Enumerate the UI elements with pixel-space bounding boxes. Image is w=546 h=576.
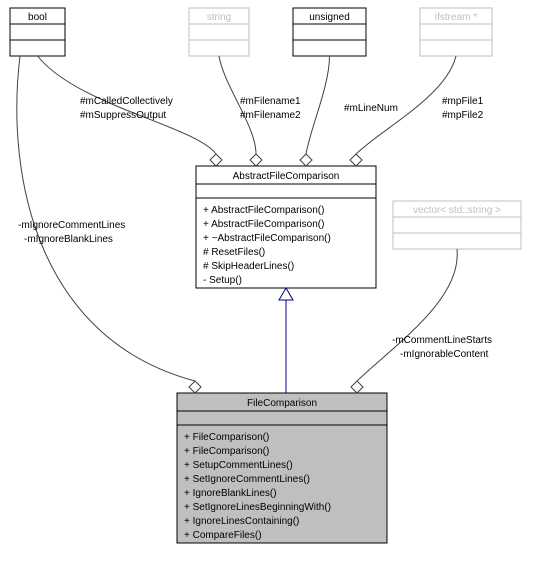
abstract-box-method: # ResetFiles()	[203, 247, 265, 258]
ifstream-box-title: ifstream *	[435, 12, 477, 23]
label: #mFilename1	[240, 96, 301, 107]
aggregation-diamond	[300, 154, 312, 166]
unsigned-box-title: unsigned	[309, 12, 350, 23]
aggregation-diamond	[351, 381, 363, 393]
label: -mIgnoreBlankLines	[24, 234, 113, 245]
label: #mCalledCollectively	[80, 96, 173, 107]
filecomp-box-method: + IgnoreLinesContaining()	[184, 516, 299, 527]
filecomp-box-method: + FileComparison()	[184, 446, 269, 457]
label: #mpFile1	[442, 96, 484, 107]
aggregation-diamond	[250, 154, 262, 166]
abstract-box-method: + AbstractFileComparison()	[203, 205, 324, 216]
edge-unsigned-abstract	[306, 56, 330, 154]
label: #mSuppressOutput	[80, 110, 166, 121]
label: -mIgnoreCommentLines	[18, 220, 125, 231]
filecomp-box-method: + IgnoreBlankLines()	[184, 488, 277, 499]
filecomp-box-method: + SetupCommentLines()	[184, 460, 293, 471]
label: -mCommentLineStarts	[392, 335, 492, 346]
label: #mLineNum	[344, 103, 398, 114]
vector-box-title: vector< std::string >	[413, 205, 501, 216]
abstract-box-method: # SkipHeaderLines()	[203, 261, 294, 272]
label: #mpFile2	[442, 110, 484, 121]
abstract-box-method: - Setup()	[203, 275, 242, 286]
aggregation-diamond	[189, 381, 201, 393]
string-box-title: string	[207, 12, 231, 23]
abstract-box-title: AbstractFileComparison	[233, 171, 340, 182]
inherit-arrow	[279, 288, 293, 300]
filecomp-box-title: FileComparison	[247, 398, 317, 409]
aggregation-diamond	[210, 154, 222, 166]
filecomp-box-method: + SetIgnoreLinesBeginningWith()	[184, 502, 331, 513]
label: #mFilename2	[240, 110, 301, 121]
label: -mIgnorableContent	[400, 349, 489, 360]
filecomp-box-method: + FileComparison()	[184, 432, 269, 443]
aggregation-diamond	[350, 154, 362, 166]
filecomp-box-method: + SetIgnoreCommentLines()	[184, 474, 310, 485]
filecomp-box-method: + CompareFiles()	[184, 530, 262, 541]
abstract-box-method: + ~AbstractFileComparison()	[203, 233, 331, 244]
bool-box-title: bool	[28, 12, 47, 23]
abstract-box-method: + AbstractFileComparison()	[203, 219, 324, 230]
